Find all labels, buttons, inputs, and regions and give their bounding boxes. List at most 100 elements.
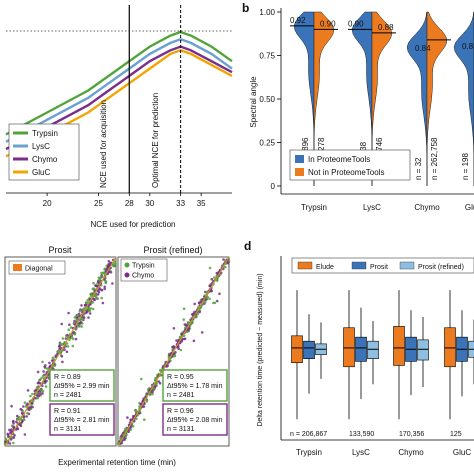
- scatter-point: [224, 265, 227, 269]
- scatter-point: [74, 327, 77, 331]
- scatter-point: [175, 339, 178, 342]
- scatter-point: [101, 301, 105, 305]
- panel-a-x-ticks: 20 25 28 30 33 35: [43, 193, 206, 208]
- panel-d-n-labels: n = 206,867 133,590 170,356 125: [290, 431, 462, 438]
- trypsin-legend-dot: [124, 262, 130, 268]
- box: [444, 327, 456, 368]
- scatter-point: [78, 324, 81, 328]
- stat-r: R = 0.96: [167, 408, 194, 415]
- panel-b-legend-box: [289, 149, 411, 181]
- scatter-point: [172, 327, 176, 330]
- scatter-point: [38, 378, 41, 382]
- scatter-point: [172, 354, 176, 358]
- panel-a-x-label: NCE used for prediction: [91, 220, 176, 229]
- scatter-point: [63, 348, 66, 351]
- n-not-label: n = 262,758: [430, 137, 439, 180]
- legend-label-chymo: Chymo: [32, 155, 58, 164]
- scatter-point: [26, 411, 29, 415]
- scatter-point: [226, 261, 230, 265]
- scatter-point: [196, 312, 199, 316]
- scatter-point: [91, 307, 95, 311]
- scatter-point: [25, 415, 29, 418]
- scatter-point: [73, 321, 76, 325]
- panel-d-categories: Trypsin LysC Chymo GluC: [296, 448, 471, 457]
- median-not-label: 0.88: [378, 23, 394, 32]
- stat-dt: Δt95% = 2.08 min: [167, 417, 223, 424]
- scatter-point: [29, 394, 32, 398]
- scatter-point: [22, 405, 25, 408]
- scatter-point: [36, 396, 39, 400]
- scatter-point: [180, 340, 183, 343]
- y-tick-label: 0: [271, 182, 276, 191]
- scatter-point: [154, 376, 157, 380]
- scatter-point: [16, 417, 20, 420]
- scatter-point: [20, 420, 24, 424]
- scatter-point: [179, 348, 183, 352]
- scatter-point: [138, 405, 141, 408]
- scatter-point: [26, 402, 29, 406]
- scatter-point: [80, 325, 83, 328]
- category-label: GluC: [465, 203, 474, 212]
- scatter-point: [88, 312, 92, 315]
- stat-box: [162, 403, 228, 436]
- scatter-point: [44, 385, 48, 388]
- scatter-point: [31, 405, 34, 409]
- scatter-point: [107, 270, 111, 274]
- optimal-nce-annotation: Optimal NCE for prediction: [151, 93, 160, 188]
- panel-c-legend-right-box: [120, 258, 168, 282]
- panel-d-y-label: Delta retention time (predicted − measur…: [257, 273, 264, 426]
- scatter-point: [21, 409, 25, 413]
- scatter-point: [208, 297, 211, 301]
- legend-label-lysc: LysC: [32, 142, 50, 151]
- scatter-point: [215, 299, 219, 303]
- legend-label: Not in ProteomeTools: [308, 168, 384, 177]
- stat-n: n = 3131: [167, 426, 195, 433]
- scatter-point: [94, 293, 97, 297]
- scatter-point: [71, 344, 75, 348]
- scatter-point: [129, 418, 133, 422]
- scatter-point: [32, 399, 35, 403]
- scatter-point: [61, 360, 64, 364]
- legend-label: Elude: [316, 264, 334, 271]
- diagonal-right: [117, 256, 230, 447]
- scatter-point: [51, 366, 54, 370]
- panel-b-letter: b: [242, 1, 249, 15]
- scatter-point: [19, 424, 23, 428]
- scatter-point: [204, 290, 207, 294]
- scatter-point: [97, 280, 100, 284]
- scatter-point: [145, 392, 148, 396]
- scatter-point: [48, 361, 51, 365]
- scatter-point: [42, 370, 45, 373]
- scatter-point: [111, 282, 114, 285]
- box: [291, 335, 303, 364]
- box: [367, 340, 379, 359]
- scatter-point: [182, 307, 186, 311]
- panel-a-series-lines: [5, 30, 233, 158]
- stat-dt: Δt95% = 2.81 min: [54, 417, 110, 424]
- scatter-point: [210, 277, 214, 281]
- scatter-point: [191, 313, 195, 316]
- legend-label: Prosit: [370, 264, 388, 271]
- scatter-point: [98, 287, 101, 290]
- scatter-point: [152, 387, 156, 390]
- scatter-point: [96, 293, 100, 296]
- n-label: n = 206,867: [290, 431, 327, 438]
- chymo-legend-dot: [124, 272, 130, 278]
- category-label: LysC: [363, 203, 381, 212]
- category-label: Trypsin: [301, 203, 327, 212]
- category-label: GluC: [453, 448, 471, 457]
- stat-box: [162, 369, 228, 402]
- median-not-label: 0.90: [320, 19, 336, 28]
- scatter-point: [10, 404, 13, 408]
- scatter-point: [35, 385, 39, 389]
- line-series-gluc: [5, 49, 233, 158]
- diagonal-legend-swatch: [13, 264, 22, 271]
- category-label: Trypsin: [296, 448, 322, 457]
- scatter-point: [104, 281, 108, 285]
- scatter-point: [157, 380, 161, 383]
- scatter-point: [153, 385, 157, 388]
- median-in-label: 0.90: [348, 19, 364, 28]
- scatter-point: [87, 306, 90, 310]
- legend-label-gluc: GluC: [32, 168, 50, 177]
